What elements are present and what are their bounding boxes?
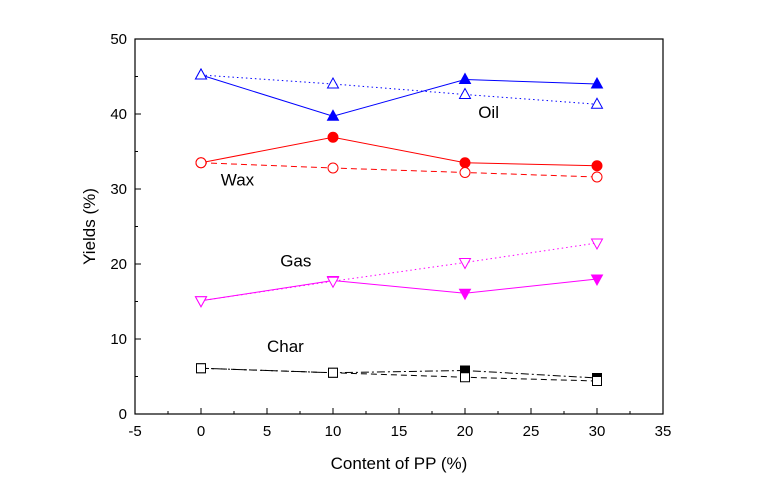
- data-point: [590, 97, 604, 109]
- series-0: [194, 67, 604, 121]
- series-line: [200, 278, 598, 302]
- series-line: [200, 162, 598, 178]
- x-tick-label: 20: [457, 423, 474, 440]
- series-6: [196, 363, 602, 383]
- data-point: [458, 72, 472, 84]
- x-tick-label: 35: [655, 423, 672, 440]
- plot-frame: [134, 38, 664, 415]
- y-axis-title: Yields (%): [80, 188, 99, 265]
- series-line: [200, 136, 598, 167]
- data-point: [326, 276, 340, 289]
- series-1: [194, 67, 604, 109]
- series-label-wax: Wax: [221, 170, 255, 189]
- y-tick-label: 0: [119, 406, 127, 423]
- x-tick-label: 10: [325, 423, 342, 440]
- data-point: [196, 363, 206, 374]
- data-point: [327, 162, 339, 174]
- series-line: [200, 367, 598, 382]
- x-tick-label: 5: [263, 423, 271, 440]
- data-point: [592, 376, 602, 386]
- series-7: [196, 363, 602, 386]
- series-layer: [194, 67, 604, 386]
- series-line: [200, 242, 598, 302]
- data-point: [458, 258, 472, 270]
- data-point: [458, 288, 472, 301]
- series-5: [194, 238, 604, 308]
- data-point: [194, 67, 208, 80]
- series-4: [194, 274, 604, 308]
- series-3: [195, 157, 603, 183]
- data-point: [195, 157, 207, 169]
- data-point: [326, 76, 340, 89]
- y-tick-label: 40: [110, 106, 127, 123]
- series-line: [200, 74, 598, 105]
- data-point: [591, 160, 603, 172]
- data-point: [459, 167, 471, 178]
- data-point: [458, 87, 472, 99]
- data-point: [590, 274, 604, 287]
- series-label-char: Char: [267, 337, 304, 356]
- y-tick-label: 10: [110, 331, 127, 348]
- data-point: [591, 171, 603, 183]
- y-tick-label: 50: [110, 31, 127, 48]
- series-label-gas: Gas: [280, 251, 311, 270]
- x-axis-title: Content of PP (%): [331, 454, 468, 473]
- data-point: [328, 367, 338, 378]
- data-point: [194, 296, 208, 308]
- series-label-oil: Oil: [478, 103, 499, 122]
- series-line: [200, 74, 598, 117]
- series-line: [200, 367, 598, 379]
- x-tick-label: 15: [391, 423, 408, 440]
- data-point: [590, 238, 604, 251]
- x-tick-label: 0: [197, 423, 205, 440]
- y-tick-label: 30: [110, 181, 127, 198]
- data-point: [590, 76, 604, 89]
- x-tick-label: -5: [128, 423, 141, 440]
- y-tick-label: 20: [110, 256, 127, 273]
- series-labels: Oil Wax Gas Char: [221, 103, 499, 356]
- data-point: [459, 157, 471, 169]
- data-point: [327, 131, 339, 143]
- x-tick-label: 30: [589, 423, 606, 440]
- data-point: [326, 109, 340, 121]
- data-point: [460, 372, 470, 383]
- x-tick-label: 25: [523, 423, 540, 440]
